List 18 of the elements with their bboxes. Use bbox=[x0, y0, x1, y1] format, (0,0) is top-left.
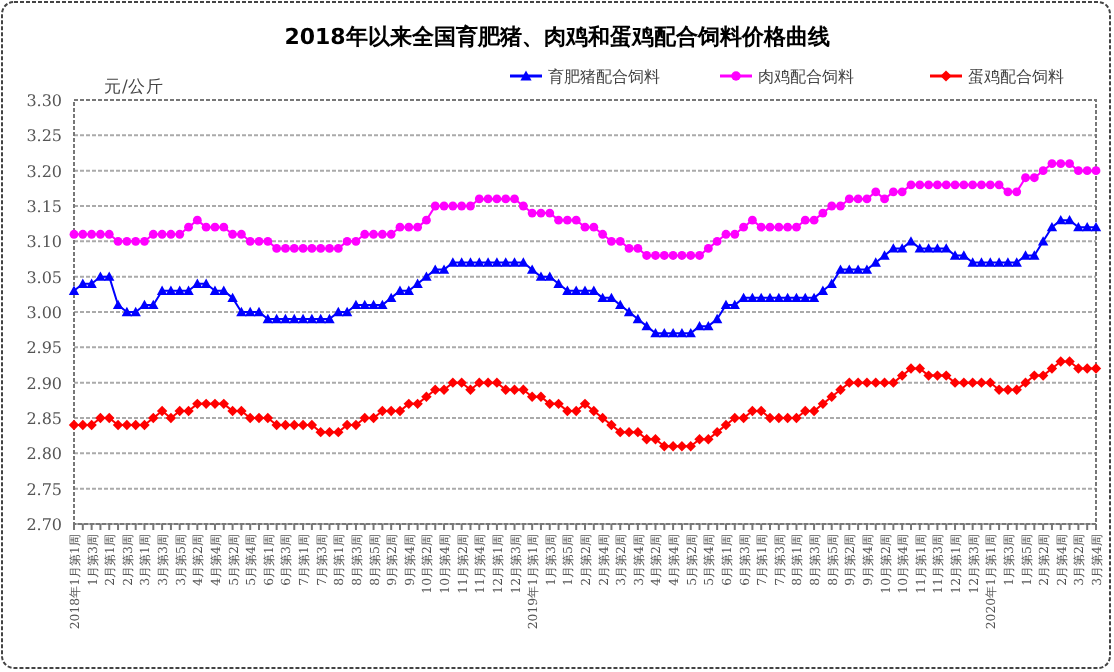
y-tick-label: 2.80 bbox=[26, 445, 62, 464]
y-tick-label: 2.95 bbox=[26, 339, 62, 358]
chart-title: 2018年以来全国育肥猪、肉鸡和蛋鸡配合饲料价格曲线 bbox=[284, 24, 830, 50]
y-tick-label: 3.05 bbox=[26, 268, 62, 287]
y-tick-label: 2.90 bbox=[26, 374, 62, 393]
y-tick-label: 3.20 bbox=[26, 162, 62, 181]
y-tick-label: 2.70 bbox=[26, 516, 62, 534]
y-tick-label: 3.10 bbox=[26, 233, 62, 252]
y-tick-label: 2.75 bbox=[26, 480, 62, 499]
legend-label: 肉鸡配合饲料 bbox=[758, 68, 854, 86]
y-tick-label: 2.85 bbox=[26, 410, 62, 428]
y-tick-label: 3.00 bbox=[26, 304, 62, 322]
y-axis-title: 元/公斤 bbox=[104, 76, 164, 98]
y-tick-label: 3.30 bbox=[26, 92, 62, 110]
y-tick-label: 3.25 bbox=[26, 127, 62, 146]
y-tick-label: 3.15 bbox=[26, 198, 62, 216]
legend-label: 蛋鸡配合饲料 bbox=[968, 68, 1064, 86]
legend-label: 育肥猪配合饲料 bbox=[548, 68, 660, 86]
